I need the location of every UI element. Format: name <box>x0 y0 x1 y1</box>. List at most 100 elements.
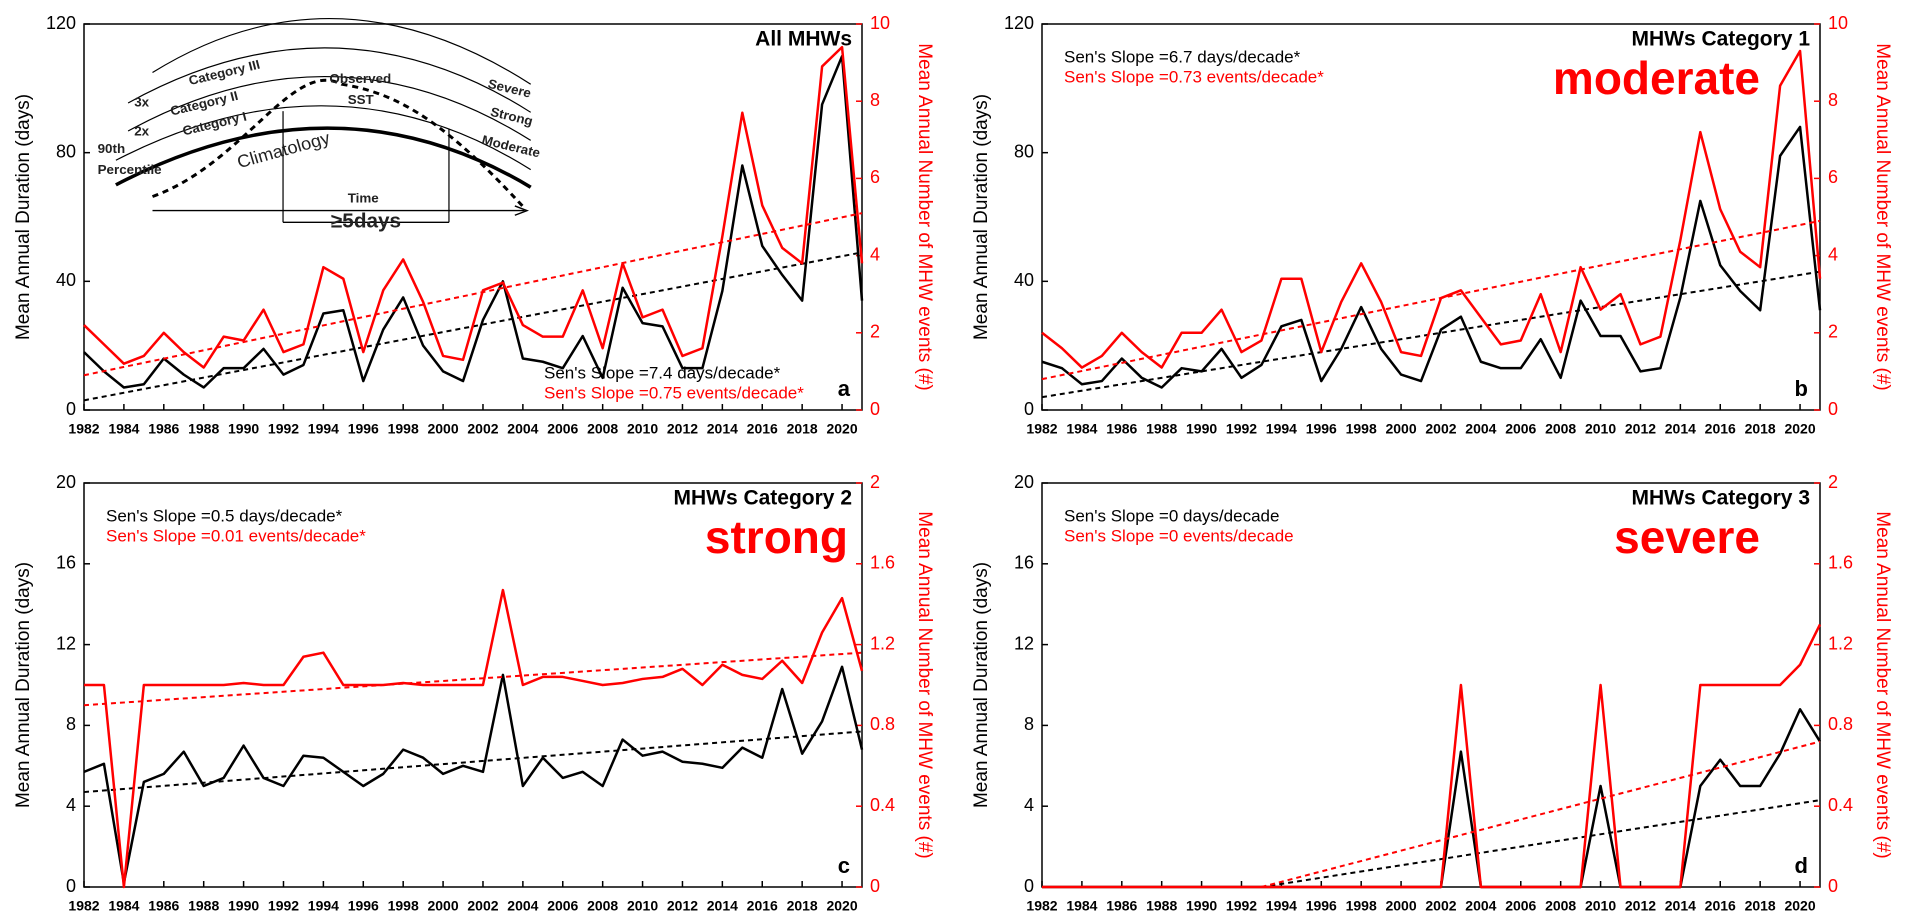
y-tick-label: 80 <box>1014 141 1034 161</box>
x-tick-label: 1998 <box>388 898 419 914</box>
x-tick-label: 2004 <box>507 898 538 914</box>
x-tick-label: 2012 <box>1625 421 1656 437</box>
x-tick-label: 1988 <box>1146 898 1177 914</box>
data-line <box>83 45 864 369</box>
y-tick-label: 0 <box>1024 399 1034 419</box>
x-tick-label: 2000 <box>427 898 458 914</box>
x-tick-label: 2016 <box>1705 421 1736 437</box>
x-tick-label: 2014 <box>1665 898 1696 914</box>
x-tick-label: 2016 <box>747 421 778 437</box>
y-tick-label: 20 <box>1014 472 1034 492</box>
y2-tick-label: 6 <box>1828 167 1838 187</box>
x-tick-label: 1982 <box>1026 898 1057 914</box>
slope-annotation: Sen's Slope =0 events/decade <box>1064 526 1294 545</box>
inset-curve <box>514 205 530 216</box>
y-tick-label: 40 <box>56 270 76 290</box>
x-tick-label: 1994 <box>308 898 339 914</box>
y-tick-label: 12 <box>1014 633 1034 653</box>
trend-line <box>1041 219 1821 381</box>
y2-tick-label: 10 <box>870 13 890 33</box>
y2-tick-label: 10 <box>1828 13 1848 33</box>
y-tick-label: 80 <box>56 141 76 161</box>
y-tick-label: 40 <box>1014 270 1034 290</box>
panel-label: a <box>838 376 851 401</box>
x-tick-label: 2000 <box>1385 421 1416 437</box>
y-tick-label: 120 <box>1004 13 1034 33</box>
inset-label: Time <box>348 191 379 206</box>
x-tick-label: 2008 <box>587 898 618 914</box>
slope-annotation: Sen's Slope =6.7 days/decade* <box>1064 47 1301 66</box>
y2-tick-label: 0 <box>870 876 880 896</box>
x-tick-label: 2002 <box>1425 898 1456 914</box>
y-tick-label: 120 <box>46 13 76 33</box>
x-tick-label: 2016 <box>747 898 778 914</box>
inset-label: Category III <box>187 57 262 88</box>
panel-label: d <box>1795 853 1808 878</box>
y2-axis-label: Mean Annual Number of MHW events (#) <box>1872 511 1893 858</box>
y-axis-label: Mean Annual Duration (days) <box>971 562 992 808</box>
y2-tick-label: 8 <box>870 90 880 110</box>
inset-label: 2x <box>134 124 150 139</box>
x-tick-label: 1990 <box>1186 421 1217 437</box>
y-tick-label: 0 <box>1024 876 1034 896</box>
y2-tick-label: 0.4 <box>1828 795 1853 815</box>
x-tick-label: 2018 <box>1745 421 1776 437</box>
y-tick-label: 16 <box>56 553 76 573</box>
x-tick-label: 1990 <box>228 898 259 914</box>
x-tick-label: 2000 <box>1385 898 1416 914</box>
data-line <box>84 588 864 889</box>
inset-curve <box>152 17 532 85</box>
trend-line <box>83 251 863 402</box>
panel-label: b <box>1795 376 1808 401</box>
x-tick-label: 1990 <box>228 421 259 437</box>
y2-tick-label: 8 <box>1828 90 1838 110</box>
x-tick-label: 1996 <box>348 898 379 914</box>
x-tick-label: 1988 <box>188 898 219 914</box>
slope-annotation: Sen's Slope =0.01 events/decade* <box>106 526 366 545</box>
data-line <box>1041 125 1822 389</box>
x-tick-label: 2006 <box>1505 421 1536 437</box>
y2-tick-label: 0.8 <box>1828 714 1853 734</box>
slope-annotation: Sen's Slope =7.4 days/decade* <box>544 363 781 382</box>
y-tick-label: 4 <box>66 795 76 815</box>
x-tick-label: 1996 <box>348 421 379 437</box>
y2-tick-label: 2 <box>870 472 880 492</box>
category-label: moderate <box>1553 52 1760 104</box>
trend-line <box>1261 740 1821 888</box>
x-tick-label: 2004 <box>507 421 538 437</box>
inset-label: 3x <box>134 95 150 110</box>
y2-axis-label: Mean Annual Number of MHW events (#) <box>914 511 935 858</box>
x-tick-label: 2002 <box>467 898 498 914</box>
y-axis-label: Mean Annual Duration (days) <box>971 94 992 340</box>
x-tick-label: 2020 <box>1784 421 1815 437</box>
x-tick-label: 2018 <box>1745 898 1776 914</box>
x-tick-label: 1988 <box>1146 421 1177 437</box>
trend-line <box>83 212 863 377</box>
trend-line <box>83 651 863 707</box>
y-tick-label: 0 <box>66 876 76 896</box>
x-tick-label: 1984 <box>108 898 139 914</box>
x-tick-label: 2010 <box>627 898 658 914</box>
x-tick-label: 2002 <box>1425 421 1456 437</box>
x-tick-label: 1990 <box>1186 898 1217 914</box>
y-tick-label: 4 <box>1024 795 1034 815</box>
inset-label: Strong <box>489 104 535 128</box>
x-tick-label: 2020 <box>826 421 857 437</box>
y2-tick-label: 2 <box>870 322 880 342</box>
x-tick-label: 2018 <box>787 898 818 914</box>
data-line <box>83 54 864 389</box>
data-line <box>83 665 864 885</box>
x-tick-label: 2008 <box>1545 421 1576 437</box>
inset-label: Percentile <box>98 162 162 177</box>
x-tick-label: 1998 <box>388 421 419 437</box>
x-tick-label: 1996 <box>1306 898 1337 914</box>
y2-tick-label: 1.6 <box>1828 553 1853 573</box>
plot-frame <box>83 23 863 411</box>
x-tick-label: 1996 <box>1306 421 1337 437</box>
slope-annotation: Sen's Slope =0 days/decade <box>1064 506 1279 525</box>
x-tick-label: 2012 <box>667 421 698 437</box>
y2-tick-label: 0 <box>1828 876 1838 896</box>
x-tick-label: 1992 <box>1226 898 1257 914</box>
